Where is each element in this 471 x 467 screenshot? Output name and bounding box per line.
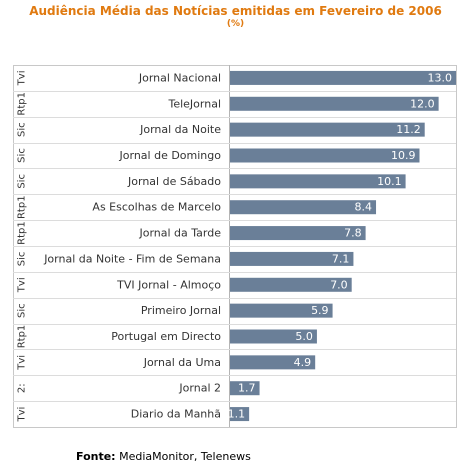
category-label: Jornal da Uma <box>143 356 221 369</box>
bar <box>230 407 250 422</box>
channel-label: Rtp1 <box>17 325 28 349</box>
data-label: 11.2 <box>396 123 421 136</box>
data-label: 4.9 <box>294 356 312 369</box>
category-label: As Escolhas de Marcelo <box>92 201 221 214</box>
channel-label: Sic <box>17 252 28 267</box>
channel-label: Sic <box>17 122 28 137</box>
bar <box>230 96 439 111</box>
channel-label: Tvi <box>17 277 28 293</box>
category-label: Jornal da Noite <box>139 123 221 136</box>
data-label: 10.1 <box>377 175 402 188</box>
category-label: Jornal de Domingo <box>119 149 222 162</box>
channel-label: Rtp1 <box>17 221 28 245</box>
category-label: Primeiro Jornal <box>141 304 221 317</box>
bar <box>230 251 354 266</box>
data-label: 10.9 <box>391 149 416 162</box>
channel-label: Sic <box>17 174 28 189</box>
chart-title: Audiência Média das Notícias emitidas em… <box>29 4 442 18</box>
bar <box>230 200 377 215</box>
category-label: Jornal Nacional <box>138 71 221 84</box>
bar <box>230 303 333 318</box>
channel-label: Sic <box>17 148 28 163</box>
chart-subtitle: (%) <box>226 19 245 29</box>
category-label: Diario da Manhã <box>131 408 221 421</box>
channel-label: Tvi <box>17 407 28 423</box>
channel-label: 2: <box>17 383 28 393</box>
data-label: 7.8 <box>344 227 362 240</box>
category-label: Jornal da Noite - Fim de Semana <box>43 252 221 265</box>
bar <box>230 355 316 370</box>
bar <box>230 174 406 189</box>
data-label: 8.4 <box>355 201 373 214</box>
channel-label: Tvi <box>17 71 28 87</box>
source-text: MediaMonitor, Telenews <box>115 450 251 463</box>
source-label: Fonte: <box>76 450 116 463</box>
bar <box>230 148 420 163</box>
bar <box>230 329 317 344</box>
category-label: TeleJornal <box>167 97 221 110</box>
data-label: 12.0 <box>410 97 435 110</box>
category-label: Jornal 2 <box>178 382 221 395</box>
bar <box>230 226 366 241</box>
data-label: 7.0 <box>330 278 348 291</box>
data-label: 5.9 <box>311 304 329 317</box>
category-label: Jornal de Sábado <box>127 175 221 188</box>
channel-label: Tvi <box>17 355 28 371</box>
channel-label: Rtp1 <box>17 195 28 219</box>
category-label: Portugal em Directo <box>111 330 221 343</box>
data-label: 5.0 <box>295 330 313 343</box>
channel-label: Rtp1 <box>17 92 28 116</box>
bar <box>230 122 425 137</box>
chart-title-block: Audiência Média das Notícias emitidas em… <box>0 5 471 30</box>
channel-label: Sic <box>17 303 28 318</box>
category-label: Jornal da Tarde <box>138 227 221 240</box>
data-label: 7.1 <box>332 252 350 265</box>
data-label: 13.0 <box>428 71 453 84</box>
data-label: 1.1 <box>228 408 246 421</box>
source-footer: Fonte: MediaMonitor, Telenews <box>76 450 251 463</box>
category-label: TVI Jornal - Almoço <box>116 278 221 291</box>
bar <box>230 70 456 85</box>
bar <box>230 381 260 396</box>
bar <box>230 277 352 292</box>
data-label: 1.7 <box>238 382 256 395</box>
